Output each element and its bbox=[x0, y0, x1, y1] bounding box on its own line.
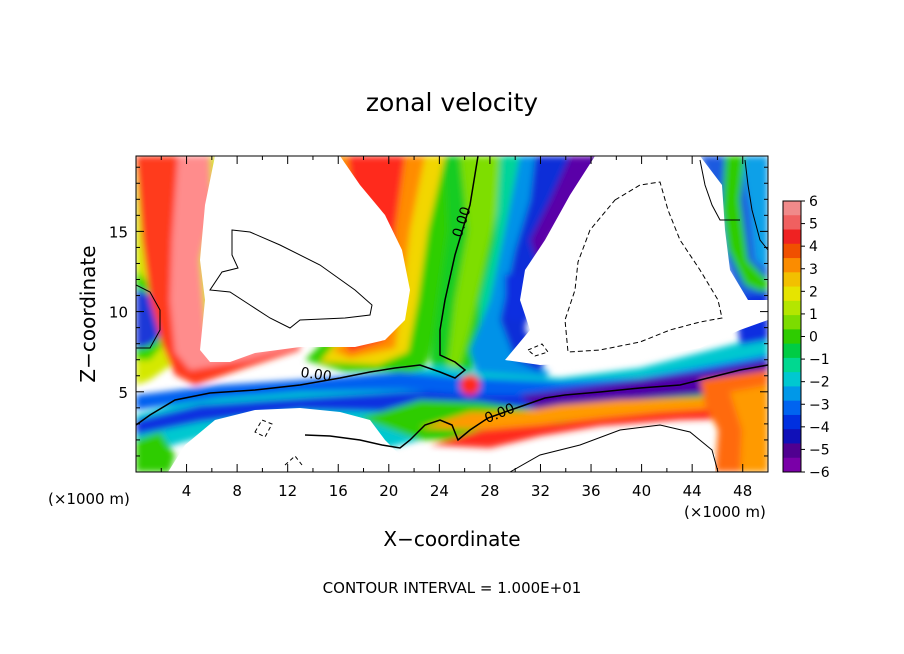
x-axis: 4 8 12 16 20 24 28 32 36 40 44 48 bbox=[160, 156, 752, 500]
x-tick-label: 12 bbox=[278, 482, 297, 500]
colorbar-tick-label: 4 bbox=[809, 239, 818, 255]
colorbar-tick-label: 3 bbox=[809, 262, 818, 278]
x-tick-label: 28 bbox=[480, 482, 499, 500]
contour-interval-note: CONTOUR INTERVAL = 1.000E+01 bbox=[323, 579, 582, 597]
x-unit-label-left: (×1000 m) bbox=[48, 490, 130, 508]
colorbar-swatch bbox=[783, 400, 801, 416]
colorbar-swatch bbox=[783, 386, 801, 402]
y-tick-label: 10 bbox=[109, 304, 128, 322]
colorbar-swatch bbox=[783, 286, 801, 302]
colorbar-tick-label: 5 bbox=[809, 217, 818, 233]
colorbar-swatch bbox=[783, 229, 801, 245]
y-axis-title: Z−coordinate bbox=[76, 245, 100, 382]
x-tick-label: 40 bbox=[632, 482, 651, 500]
colorbar-swatch bbox=[783, 329, 801, 345]
y-axis: 5 10 15 bbox=[109, 166, 768, 457]
colorbar-swatch bbox=[783, 201, 801, 216]
colorbar-swatch bbox=[783, 300, 801, 316]
colorbar-tick-label: 2 bbox=[809, 284, 818, 300]
x-tick-label: 4 bbox=[182, 482, 192, 500]
x-unit-label-right: (×1000 m) bbox=[684, 503, 766, 521]
y-tick-label: 15 bbox=[109, 223, 128, 241]
x-tick-label: 36 bbox=[581, 482, 600, 500]
colorbar-swatch bbox=[783, 457, 801, 473]
velocity-field bbox=[136, 156, 768, 472]
colorbar-tick-label: 6 bbox=[809, 194, 818, 210]
x-tick-label: 44 bbox=[683, 482, 702, 500]
colorbar-tick-label: −6 bbox=[809, 465, 830, 481]
colorbar-swatch bbox=[783, 343, 801, 359]
colorbar-swatch bbox=[783, 315, 801, 330]
plot-frame bbox=[135, 155, 769, 473]
colorbar-tick-label: 0 bbox=[809, 330, 818, 346]
colorbar-swatch bbox=[783, 372, 801, 387]
x-axis-title: X−coordinate bbox=[383, 527, 520, 551]
colorbar-tick-label: −5 bbox=[809, 442, 830, 458]
x-tick-label: 8 bbox=[232, 482, 242, 500]
colorbar: 6 5 4 3 2 1 0 −1 −2 −3 −4 −5 −6 bbox=[782, 194, 830, 481]
colorbar-swatch bbox=[783, 258, 801, 273]
contour-label: 0.00 bbox=[299, 365, 332, 385]
colorbar-swatch bbox=[783, 215, 801, 231]
colorbar-tick-label: 1 bbox=[809, 307, 818, 323]
colorbar-swatch bbox=[783, 443, 801, 459]
colorbar-swatch bbox=[783, 429, 801, 444]
x-tick-label: 24 bbox=[430, 482, 449, 500]
colorbar-swatch bbox=[783, 414, 801, 430]
colorbar-tick-label: −1 bbox=[809, 352, 830, 368]
x-tick-label: 48 bbox=[733, 482, 752, 500]
x-tick-label: 32 bbox=[531, 482, 550, 500]
colorbar-swatch bbox=[783, 357, 801, 373]
colorbar-swatch bbox=[783, 272, 801, 288]
colorbar-tick-label: −4 bbox=[809, 420, 830, 436]
x-tick-label: 16 bbox=[329, 482, 348, 500]
colorbar-tick-label: −3 bbox=[809, 397, 830, 413]
y-tick-label: 5 bbox=[118, 384, 128, 402]
colorbar-tick-label: −2 bbox=[809, 375, 830, 391]
colorbar-swatch bbox=[783, 243, 801, 259]
x-tick-label: 20 bbox=[379, 482, 398, 500]
chart-title: zonal velocity bbox=[366, 88, 538, 117]
